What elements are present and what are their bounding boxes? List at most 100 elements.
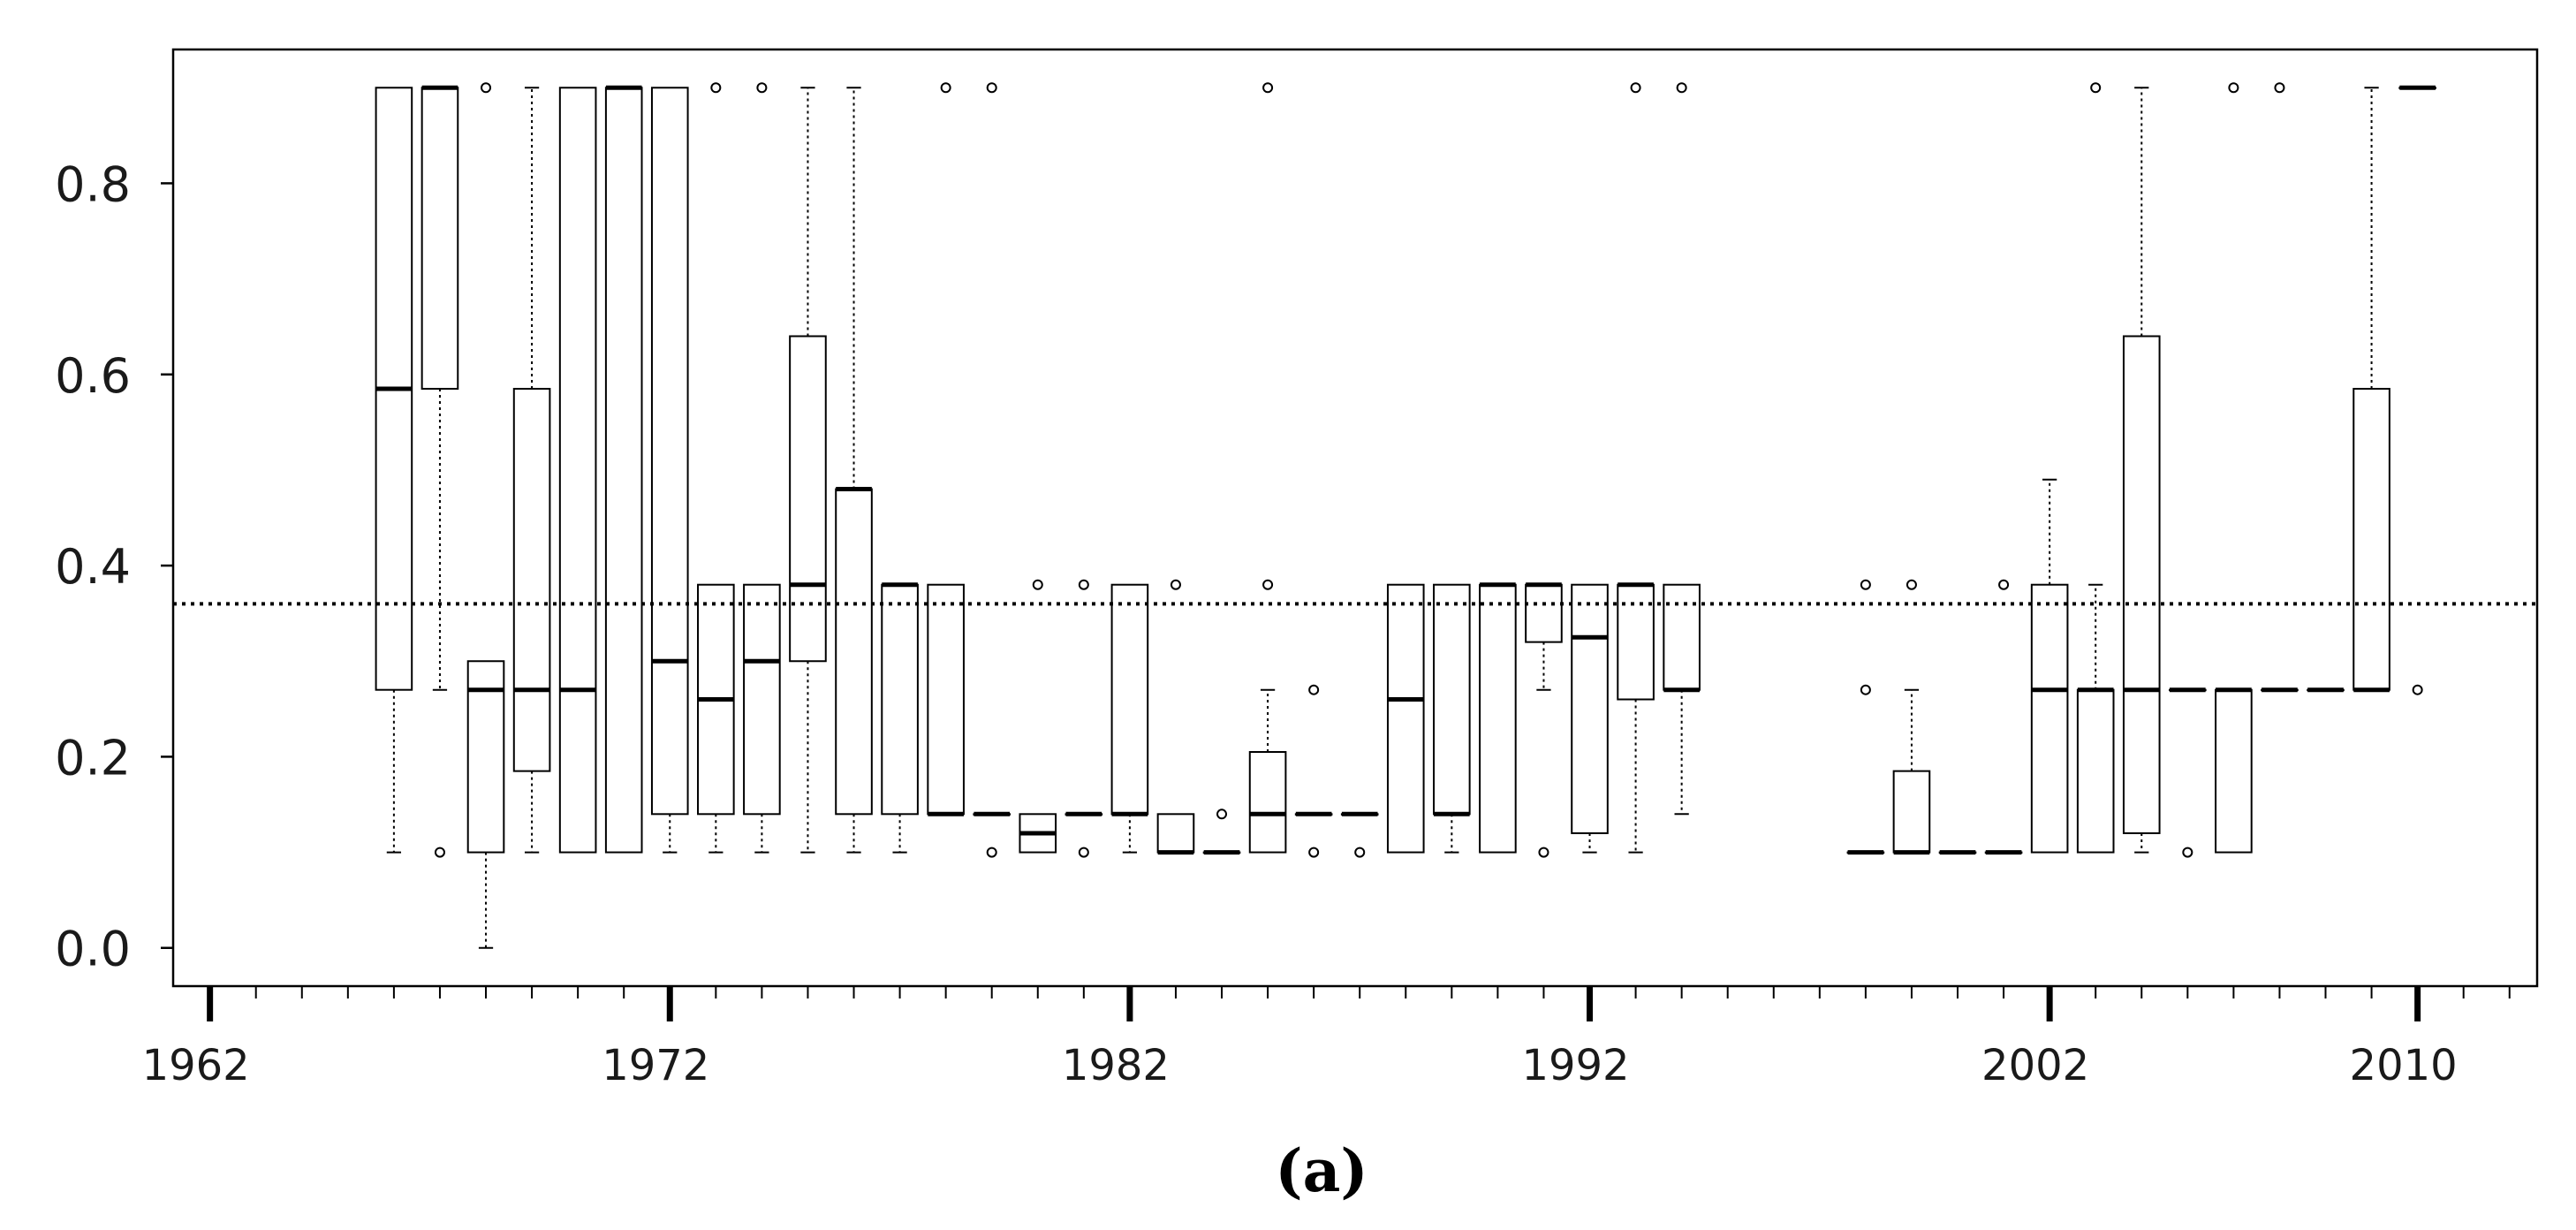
box-body	[743, 583, 781, 816]
outlier-point	[986, 847, 997, 858]
box-body	[1156, 813, 1195, 854]
outlier-point	[434, 847, 445, 858]
outlier-point	[1216, 809, 1228, 820]
box-2006	[2215, 82, 2253, 854]
box-1983	[1156, 579, 1195, 855]
box-body	[1571, 583, 1609, 834]
x-tick-label: 1962	[142, 1041, 250, 1090]
box-2002	[2030, 478, 2069, 854]
box-1991	[1525, 582, 1563, 858]
box-body	[2215, 688, 2253, 854]
box-1975	[789, 87, 827, 854]
outlier-point	[2274, 82, 2285, 94]
box-body	[1892, 770, 1931, 854]
box-body	[1479, 583, 1517, 854]
box-2008	[2307, 687, 2345, 693]
box-2009	[2352, 87, 2390, 693]
box-1979	[973, 82, 1011, 858]
panel-label: (a)	[1275, 1136, 1368, 1205]
outlier-point	[1262, 82, 1274, 94]
outlier-point	[2090, 82, 2102, 94]
outlier-point	[1354, 847, 1366, 858]
box-2003	[2076, 82, 2115, 854]
box-body	[1386, 583, 1425, 854]
outlier-point	[1262, 579, 1274, 590]
box-body	[2030, 583, 2069, 854]
outlier-point	[1676, 82, 1687, 94]
box-body	[512, 387, 551, 772]
x-tick-label: 2010	[2350, 1041, 2458, 1090]
box-2007	[2261, 82, 2299, 693]
box-body	[2352, 387, 2390, 691]
box-1994	[1663, 82, 1701, 816]
outlier-point	[2412, 684, 2423, 695]
plot-area-frame	[171, 48, 2539, 988]
outlier-point	[1860, 684, 1871, 695]
box-2010	[2398, 85, 2436, 695]
box-1984	[1202, 809, 1241, 855]
outlier-point	[1308, 684, 1320, 695]
outlier-point	[1078, 847, 1089, 858]
y-tick-label: 0.8	[55, 156, 131, 212]
outlier-point	[2182, 847, 2193, 858]
box-body	[835, 488, 873, 816]
box-1977	[881, 582, 919, 854]
outlier-point	[1860, 579, 1871, 590]
outlier-point	[1308, 847, 1320, 858]
box-2004	[2122, 87, 2161, 854]
box-1993	[1617, 82, 1655, 854]
outlier-point	[1998, 579, 2010, 590]
box-body	[650, 87, 689, 816]
y-axis-ticks	[161, 182, 173, 949]
x-tick-label: 2002	[1981, 1041, 2089, 1090]
box-1987	[1340, 811, 1379, 858]
box-body	[558, 87, 597, 854]
box-1969	[512, 87, 551, 854]
box-1974	[743, 82, 781, 854]
box-body	[1663, 583, 1701, 691]
outlier-point	[986, 82, 997, 94]
outlier-point	[940, 82, 951, 94]
outlier-point	[481, 82, 492, 94]
x-major-ticks	[207, 986, 2421, 1021]
box-2001	[1984, 579, 2023, 855]
box-body	[420, 87, 459, 390]
box-1968	[466, 82, 505, 949]
x-tick-label: 1982	[1062, 1041, 1170, 1090]
outlier-point	[710, 82, 722, 94]
outlier-point	[1905, 579, 1917, 590]
box-1999	[1892, 579, 1931, 855]
outlier-point	[1078, 579, 1089, 590]
box-1978	[927, 82, 965, 816]
box-series	[375, 82, 2436, 949]
outlier-point	[756, 82, 768, 94]
box-body	[2076, 688, 2115, 854]
box-body	[1248, 751, 1287, 854]
box-body	[604, 87, 643, 854]
box-1988	[1386, 583, 1425, 854]
box-1986	[1294, 684, 1333, 858]
box-1972	[650, 87, 689, 854]
box-1973	[697, 82, 735, 854]
box-2000	[1938, 850, 1977, 855]
box-1966	[375, 87, 413, 854]
box-body	[1433, 583, 1471, 816]
y-tick-label: 0.6	[55, 348, 131, 404]
box-body	[2122, 335, 2161, 834]
box-1971	[604, 85, 643, 854]
outlier-point	[2228, 82, 2239, 94]
x-tick-label: 1972	[602, 1041, 709, 1090]
box-1990	[1479, 582, 1517, 854]
outlier-point	[1630, 82, 1641, 94]
box-1976	[835, 87, 873, 854]
box-body	[927, 583, 965, 816]
box-1980	[1019, 579, 1057, 854]
box-body	[881, 583, 919, 816]
outlier-point	[1538, 847, 1549, 858]
x-axis-tick-labels: 1962 1972 1982 1992 2002 2010	[142, 1041, 2458, 1090]
box-1998	[1846, 579, 1885, 855]
outlier-point	[1170, 579, 1181, 590]
box-1985	[1248, 82, 1287, 854]
box-body	[789, 335, 827, 663]
